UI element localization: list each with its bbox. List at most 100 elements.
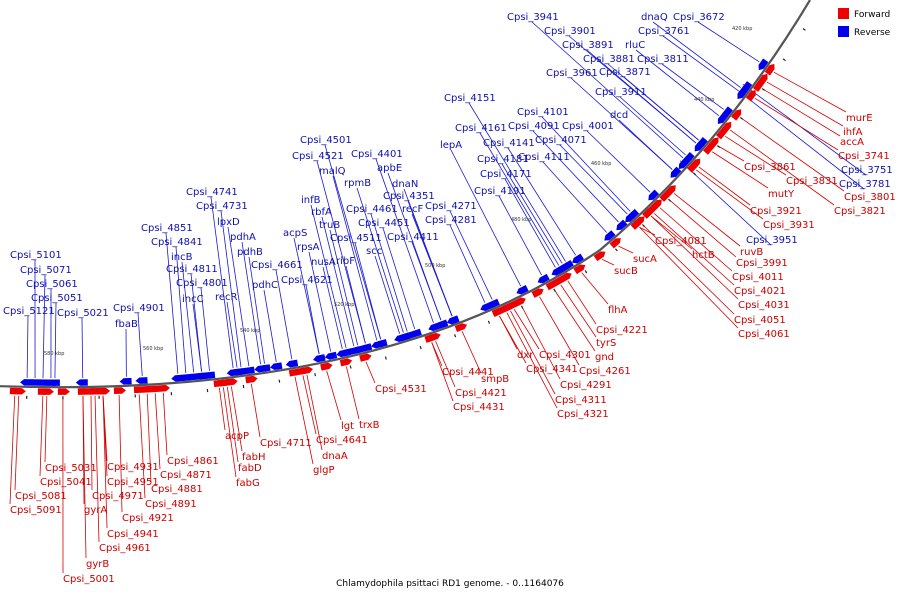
gene-label-reverse: Cpsi_4191 [474, 186, 526, 197]
position-marker [693, 172, 697, 176]
leader-line-reverse [559, 144, 628, 215]
leader-line-reverse [42, 274, 46, 379]
leader-line-reverse [305, 284, 320, 355]
gene-label-reverse: Cpsi_4151 [444, 93, 496, 104]
gene-label-reverse: Cpsi_3761 [638, 26, 690, 37]
tick-label: 480 kbp [511, 217, 531, 223]
gene-label-reverse: incC [182, 294, 204, 305]
gene-label-forward: Cpsi_4861 [167, 456, 219, 467]
leader-line-reverse [316, 160, 366, 344]
leader-line-forward [435, 340, 456, 388]
gene-arrow-forward [217, 379, 230, 387]
leader-line-forward [659, 207, 733, 272]
leader-line-reverse [450, 149, 522, 287]
gene-label-reverse: Cpsi_4511 [330, 233, 382, 244]
gene-label-forward: Cpsi_4051 [734, 315, 786, 326]
leader-line-forward [302, 375, 317, 435]
gene-arrow-forward [359, 353, 372, 362]
gene-arrow-forward [149, 385, 162, 393]
genome-caption: Chlamydophila psittaci RD1 genome. - 0..… [336, 579, 564, 589]
gene-label-forward: Cpsi_5041 [40, 477, 92, 488]
legend-label-reverse: Reverse [854, 28, 891, 38]
reverse-strand-labels: Cpsi_3941 Cpsi_3901 Cpsi_3891 Cpsi_3881 … [3, 12, 893, 330]
leader-line-forward [651, 215, 693, 250]
gene-label-reverse: pdhC [252, 280, 278, 291]
leader-line-forward [695, 169, 764, 220]
gene-arrow-forward [9, 387, 22, 395]
gene-arrow-reverse [324, 351, 338, 360]
gene-label-forward: dnaA [322, 451, 348, 462]
gene-arrow-reverse [616, 219, 628, 231]
gene-label-forward: gyrB [86, 559, 109, 570]
gene-label-reverse: Cpsi_4731 [196, 201, 248, 212]
leader-line-reverse [697, 21, 760, 63]
gene-label-forward: Cpsi_5001 [63, 574, 115, 585]
gene-label-forward: Cpsi_4261 [579, 366, 631, 377]
leader-line-forward [639, 226, 656, 236]
leader-line-forward [754, 97, 839, 151]
leader-line-reverse [411, 241, 442, 321]
position-marker [782, 58, 786, 62]
legend-label-forward: Forward [854, 10, 890, 20]
gene-label-forward: Cpsi_4441 [442, 367, 494, 378]
gene-label-forward: Cpsi_3831 [786, 176, 838, 187]
leader-line-reverse [661, 63, 724, 110]
gene-label-forward: Cpsi_3991 [736, 258, 788, 269]
leader-line-forward [94, 395, 100, 543]
gene-label-reverse: Cpsi_4001 [562, 121, 614, 132]
gene-arrow-reverse [604, 230, 616, 241]
gene-label-forward: Cpsi_3921 [750, 206, 802, 217]
tick-label: 520 kbp [334, 302, 354, 308]
tick-label: 580 kbp [44, 351, 64, 357]
leader-line-reverse [479, 132, 560, 266]
gene-label-reverse: Cpsi_4621 [281, 275, 333, 286]
leader-line-forward [673, 193, 741, 247]
leader-line-reverse [220, 210, 242, 368]
gene-label-reverse: Cpsi_4401 [351, 149, 403, 160]
leader-line-forward [766, 81, 844, 127]
leader-line-forward [539, 296, 580, 366]
gene-label-forward: Cpsi_4221 [596, 325, 648, 336]
gene-arrow-forward [513, 297, 526, 307]
gene-arrow-reverse [35, 379, 48, 386]
leader-line-forward [44, 396, 48, 463]
leader-line-forward [773, 71, 847, 113]
gene-label-reverse: Cpsi_3871 [599, 67, 651, 78]
leader-line-reverse [531, 21, 684, 159]
position-marker [739, 117, 744, 120]
gene-label-reverse: lepA [440, 140, 462, 151]
gene-label-reverse: Cpsi_4901 [113, 303, 165, 314]
gene-label-reverse: Cpsi_3781 [839, 179, 891, 190]
gene-label-reverse: Cpsi_5101 [10, 250, 62, 261]
gene-label-forward: smpB [481, 374, 509, 385]
gene-label-reverse: Cpsi_4091 [508, 121, 560, 132]
leader-line-reverse [175, 246, 187, 374]
leader-line-reverse [275, 269, 293, 360]
gene-label-reverse: Cpsi_5021 [57, 308, 109, 319]
position-marker [454, 334, 457, 338]
gene-arrow-forward [89, 388, 102, 395]
gene-label-reverse: rluC [625, 40, 645, 51]
leader-line-reverse [374, 255, 401, 334]
gene-arrow-reverse [242, 366, 255, 375]
leader-line-forward [218, 387, 226, 431]
gene-label-reverse: pdhA [230, 232, 256, 243]
leader-line-forward [9, 395, 16, 505]
gene-arrow-forward [731, 109, 742, 121]
gene-label-reverse: Cpsi_3961 [546, 68, 598, 79]
leader-line-forward [618, 245, 634, 254]
leader-line-forward [499, 315, 527, 364]
position-marker [584, 270, 588, 274]
leader-line-reverse [662, 35, 739, 92]
gene-arrow-forward [454, 323, 468, 333]
leader-line-forward [521, 305, 561, 380]
gene-label-forward: Cpsi_4301 [539, 350, 591, 361]
tick-label: 500 kbp [425, 263, 445, 269]
gene-label-reverse: Cpsi_4461 [346, 204, 398, 215]
gene-label-reverse: Cpsi_3941 [507, 12, 559, 23]
leader-line-reverse [652, 21, 741, 88]
leader-line-reverse [324, 144, 382, 340]
gene-arrow-reverse [47, 379, 60, 386]
gene-label-reverse: Cpsi_4271 [425, 201, 477, 212]
leader-line-forward [510, 310, 556, 395]
